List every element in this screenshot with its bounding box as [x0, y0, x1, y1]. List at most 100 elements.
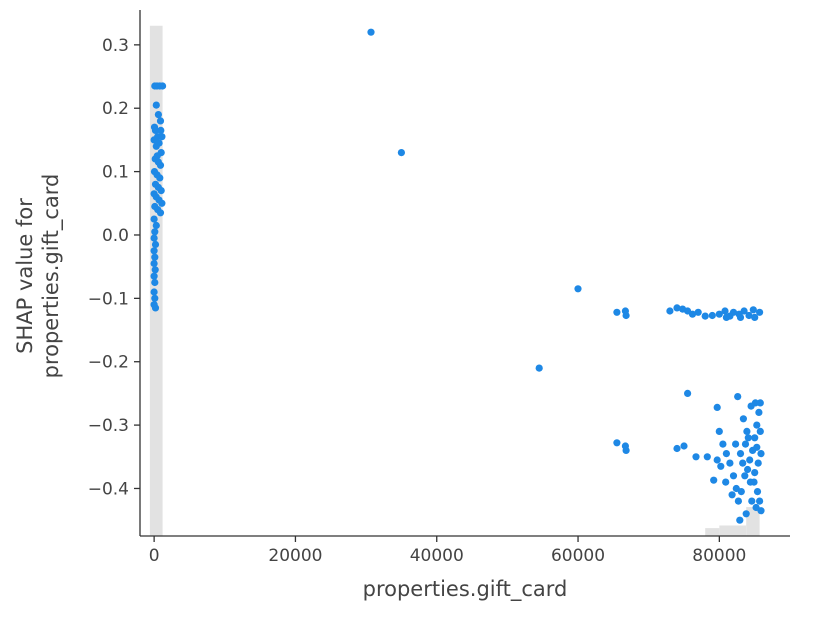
scatter-point-0-125	[756, 427, 764, 435]
scatter-point-0-69	[729, 308, 738, 316]
scatter-point-0-127	[744, 434, 752, 442]
scatter-point-0-91	[734, 497, 743, 505]
y-tick-label-6: −0.3	[88, 416, 129, 436]
scatter-point-0-114	[736, 516, 744, 524]
scatter-point-0-124	[732, 440, 740, 448]
scatter-point-0-128	[741, 440, 750, 448]
scatter-point-0-117	[717, 462, 725, 470]
scatter-point-0-64	[701, 312, 709, 320]
y-tick-label-4: −0.1	[88, 289, 129, 309]
scatter-point-0-96	[746, 456, 754, 464]
scatter-point-0-83	[710, 476, 718, 484]
scatter-point-0-22	[157, 187, 165, 195]
scatter-point-0-35	[150, 247, 158, 255]
scatter-point-0-120	[754, 459, 762, 467]
scatter-point-0-118	[713, 456, 721, 464]
y-tick-label-5: −0.2	[88, 353, 129, 373]
scatter-point-0-109	[756, 497, 764, 505]
scatter-point-0-19	[156, 174, 164, 182]
scatter-point-0-115	[728, 491, 736, 499]
scatter-point-0-63	[694, 308, 702, 316]
scatter-point-0-50	[535, 364, 543, 372]
scatter-point-0-105	[743, 427, 751, 435]
scatter-point-0-98	[751, 434, 759, 442]
scatter-point-0-82	[684, 389, 692, 397]
scatter-point-0-84	[713, 403, 721, 411]
scatter-point-0-72	[745, 311, 753, 320]
scatter-point-0-103	[734, 393, 742, 401]
scatter-point-0-54	[622, 311, 630, 320]
scatter-point-0-30	[150, 215, 158, 223]
scatter-point-0-36	[151, 253, 159, 261]
scatter-point-0-73	[751, 313, 759, 321]
scatter-point-0-29	[156, 209, 165, 217]
scatter-point-0-12	[152, 142, 160, 150]
scatter-point-0-106	[747, 402, 755, 410]
histogram-layer	[149, 25, 760, 537]
scatter-point-0-37	[150, 259, 158, 268]
scatter-point-0-48	[367, 28, 375, 36]
scatter-point-0-4	[152, 101, 160, 109]
scatter-point-0-9	[158, 133, 166, 141]
scatter-point-0-112	[748, 497, 756, 505]
scatter-point-0-42	[151, 294, 159, 302]
scatter-point-0-32	[151, 228, 159, 236]
scatter-point-0-26	[158, 199, 166, 207]
scatter-point-0-39	[150, 272, 158, 280]
x-tick-label-2: 40000	[410, 546, 464, 566]
scatter-point-0-113	[742, 510, 750, 518]
scatter-points-layer	[150, 28, 765, 524]
x-tick-label-0: 0	[149, 546, 160, 566]
x-tick-label-4: 80000	[692, 546, 746, 566]
scatter-point-0-81	[703, 453, 711, 461]
scatter-point-0-47	[153, 152, 161, 160]
scatter-point-0-94	[741, 472, 749, 480]
scatter-point-0-67	[721, 307, 729, 315]
histogram-bar-2	[719, 525, 747, 536]
scatter-point-0-6	[156, 117, 165, 125]
y-tick-label-1: 0.2	[102, 99, 129, 119]
scatter-point-0-57	[622, 446, 630, 454]
scatter-point-0-121	[751, 469, 759, 477]
y-axis-label-group: SHAP value for properties.gift_card	[13, 174, 64, 379]
scatter-point-0-85	[715, 427, 723, 435]
y-ticks: 0.3 0.2 0.1 0.0 −0.1 −0.2 −0.3 −0.4	[88, 36, 140, 499]
scatter-point-0-93	[739, 459, 747, 467]
scatter-point-0-55	[613, 439, 621, 447]
x-tick-label-1: 20000	[268, 546, 322, 566]
scatter-point-0-88	[726, 459, 734, 467]
scatter-point-0-52	[613, 308, 621, 316]
scatter-point-0-77	[722, 313, 731, 321]
scatter-point-0-80	[692, 453, 700, 461]
scatter-point-0-74	[756, 308, 764, 316]
scatter-point-0-108	[753, 488, 762, 496]
scatter-point-0-31	[152, 221, 160, 230]
scatter-point-0-100	[755, 408, 763, 416]
y-tick-label-7: −0.4	[88, 479, 129, 499]
scatter-point-0-126	[753, 443, 761, 451]
scatter-point-0-3	[159, 82, 167, 90]
scatter-point-0-34	[151, 240, 160, 249]
scatter-point-0-62	[688, 310, 697, 318]
scatter-point-0-78	[673, 444, 681, 453]
y-axis-label-line-1: SHAP value for	[13, 198, 37, 354]
scatter-point-0-92	[736, 450, 745, 458]
scatter-point-0-16	[156, 161, 165, 169]
scatter-point-0-33	[150, 234, 158, 242]
scatter-point-0-76	[736, 313, 745, 321]
scatter-point-0-123	[737, 488, 745, 496]
scatter-point-0-122	[746, 478, 755, 486]
x-axis-label: properties.gift_card	[363, 577, 568, 602]
x-tick-label-3: 60000	[551, 546, 605, 566]
scatter-point-0-46	[157, 126, 165, 134]
scatter-point-0-5	[154, 111, 162, 119]
scatter-point-0-59	[673, 304, 681, 312]
scatter-point-0-95	[744, 465, 752, 474]
scatter-point-0-40	[151, 278, 159, 287]
scatter-point-0-41	[150, 288, 158, 296]
histogram-bar-1	[705, 528, 720, 536]
x-ticks: 0 20000 40000 60000 80000	[149, 536, 746, 566]
scatter-point-0-38	[151, 266, 159, 274]
